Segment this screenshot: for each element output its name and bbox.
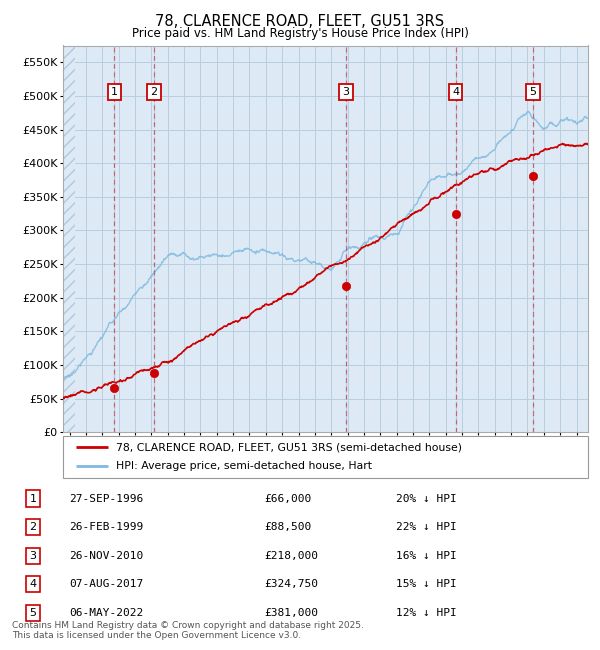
Text: This data is licensed under the Open Government Licence v3.0.: This data is licensed under the Open Gov… [12, 630, 301, 640]
Text: 3: 3 [343, 87, 349, 97]
Text: 4: 4 [452, 87, 459, 97]
Text: 06-MAY-2022: 06-MAY-2022 [69, 608, 143, 618]
Text: Price paid vs. HM Land Registry's House Price Index (HPI): Price paid vs. HM Land Registry's House … [131, 27, 469, 40]
Text: £88,500: £88,500 [264, 522, 311, 532]
Text: 78, CLARENCE ROAD, FLEET, GU51 3RS (semi-detached house): 78, CLARENCE ROAD, FLEET, GU51 3RS (semi… [115, 443, 461, 452]
Text: £324,750: £324,750 [264, 579, 318, 590]
Text: 07-AUG-2017: 07-AUG-2017 [69, 579, 143, 590]
Text: 1: 1 [111, 87, 118, 97]
Text: 78, CLARENCE ROAD, FLEET, GU51 3RS: 78, CLARENCE ROAD, FLEET, GU51 3RS [155, 14, 445, 29]
Text: 12% ↓ HPI: 12% ↓ HPI [396, 608, 457, 618]
Text: 5: 5 [530, 87, 536, 97]
Text: 20% ↓ HPI: 20% ↓ HPI [396, 493, 457, 504]
Text: 2: 2 [151, 87, 157, 97]
Text: £66,000: £66,000 [264, 493, 311, 504]
Text: HPI: Average price, semi-detached house, Hart: HPI: Average price, semi-detached house,… [115, 461, 371, 471]
FancyBboxPatch shape [63, 436, 588, 478]
Text: 15% ↓ HPI: 15% ↓ HPI [396, 579, 457, 590]
Text: 4: 4 [29, 579, 37, 590]
Text: 3: 3 [29, 551, 37, 561]
Text: 26-NOV-2010: 26-NOV-2010 [69, 551, 143, 561]
Text: £381,000: £381,000 [264, 608, 318, 618]
Text: 2: 2 [29, 522, 37, 532]
Text: £218,000: £218,000 [264, 551, 318, 561]
Text: 26-FEB-1999: 26-FEB-1999 [69, 522, 143, 532]
Text: 5: 5 [29, 608, 37, 618]
Text: 22% ↓ HPI: 22% ↓ HPI [396, 522, 457, 532]
Text: Contains HM Land Registry data © Crown copyright and database right 2025.: Contains HM Land Registry data © Crown c… [12, 621, 364, 630]
Bar [63, 46, 75, 432]
Text: 16% ↓ HPI: 16% ↓ HPI [396, 551, 457, 561]
Text: 1: 1 [29, 493, 37, 504]
Text: 27-SEP-1996: 27-SEP-1996 [69, 493, 143, 504]
